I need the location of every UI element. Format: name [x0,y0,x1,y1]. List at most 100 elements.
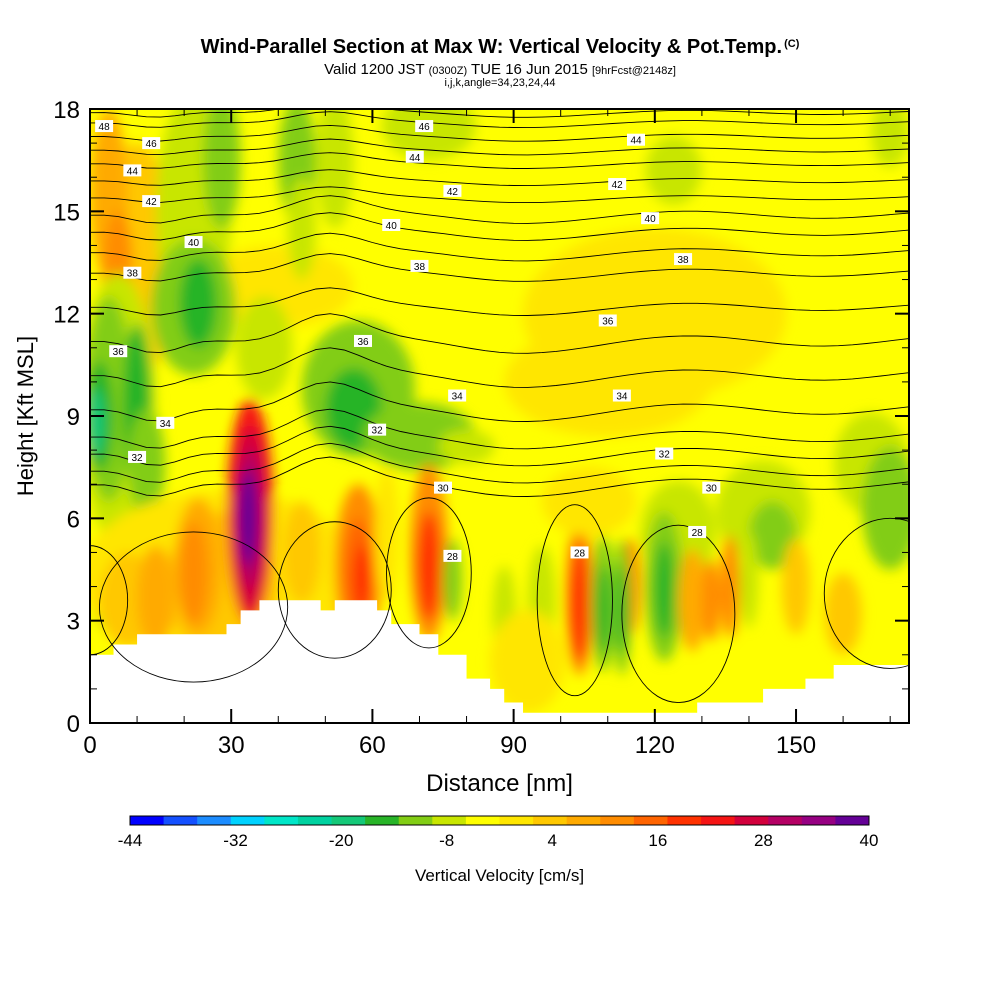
colorbar-swatch [130,816,164,825]
contour-label-box [123,164,142,177]
x-tick-label: 30 [218,732,245,759]
velocity-cell [504,327,712,437]
contour-label-box [109,345,128,358]
contour-label-box [688,525,707,538]
velocity-cell [824,572,862,655]
title-suffix: (C) [784,38,800,50]
colorbar-swatch [465,816,500,825]
y-tick-label: 0 [67,711,80,738]
velocity-cell [202,109,241,229]
velocity-cell [720,535,740,638]
y-tick-label: 18 [53,97,80,124]
contour-label: 40 [645,214,657,225]
colorbar-tick-label: -20 [329,831,354,850]
y-tick-label: 3 [67,609,80,636]
contour-label: 34 [452,392,464,403]
theta-contour-line [823,517,909,669]
velocity-cell [381,109,476,161]
contour-label-box [627,133,645,146]
valid-prefix: Valid 1200 JST [324,61,425,78]
contour-label: 38 [127,269,139,280]
x-tick-label: 120 [635,732,675,759]
theta-contour-line [90,381,909,422]
velocity-cell [137,545,175,648]
contour-label: 44 [630,136,642,147]
contour-label: 36 [357,337,369,348]
theta-contour-line [90,456,909,497]
chart-subtitle: Valid 1200 JST (0300Z) TUE 16 Jun 2015 [… [0,61,1000,78]
contour-label: 46 [419,122,431,133]
colorbar: -44 -32 -20 -8 4 16 28 40 Vertical Velocity [cm/… [118,815,878,885]
velocity-cell [596,566,610,655]
contour-label: 40 [188,238,200,249]
colorbar-swatch [734,816,769,825]
theta-contour-line [90,313,909,354]
theta-contour-line [98,531,289,683]
valid-zulu: (0300Z) [428,65,468,77]
colorbar-swatch [230,816,265,825]
theta-contour-line [90,408,909,450]
x-tick-label: 90 [500,732,527,759]
velocity-cell [438,429,495,464]
velocity-cell [374,467,399,604]
colorbar-tick-label: -32 [223,831,248,850]
contour-label-box [655,447,674,460]
theta-contour-line [90,425,909,467]
velocity-cell [781,538,811,635]
colorbar-swatch [264,816,299,825]
contour-label-box [443,549,462,562]
colorbar-swatch [398,816,433,825]
colorbar-swatch [667,816,702,825]
velocity-cell [179,521,208,625]
colorbar-swatch [768,816,803,825]
theta-contour-line [90,442,909,484]
colorbar-frame [129,815,870,826]
theta-contour-line [90,287,909,316]
terrain [90,600,909,723]
valid-date: TUE 16 Jun 2015 [471,61,588,78]
contour-label: 28 [574,548,586,559]
colorbar-label: Vertical Velocity [cm/s] [415,866,584,885]
theta-contours: 28 28 28 30 30 32 32 32 34 34 34 36 36 36 38 38 38 40 40 40… [90,109,909,703]
contour-label: 28 [692,528,704,539]
contour-label: 34 [160,419,172,430]
contour-label: 46 [146,139,158,150]
velocity-cell [179,259,218,348]
colorbar-tick-label: -44 [118,831,143,850]
theta-contour-line [90,545,129,656]
theta-contour-line [90,152,909,169]
contour-label-box [128,450,147,463]
contour-label-box [608,178,627,191]
colorbar-swatch [331,816,366,825]
colorbar-swatch [600,816,635,825]
colorbar-swatch [365,816,400,825]
velocity-cell [417,511,441,621]
colorbar-swatch [197,816,232,825]
y-tick-label: 12 [53,302,80,329]
colorbar-swatch [533,816,568,825]
velocity-cell [127,409,166,519]
contour-label-box [570,546,589,559]
contour-label-box [156,416,175,429]
colorbar-swatch [566,816,601,825]
colorbar-swatch [499,816,534,825]
theta-contour-line [90,253,909,282]
velocity-cell [871,109,909,167]
y-axis-label: Height [Kft MSL] [13,336,38,496]
contour-label: 30 [437,484,449,495]
velocity-cell [654,542,674,638]
contour-label-box [415,120,434,133]
y-tick-label: 15 [53,199,80,226]
contour-label: 28 [447,552,459,563]
contour-label-box [674,253,693,266]
y-tick-label: 6 [67,506,80,533]
colorbar-swatch [432,816,467,825]
contour-label-box [142,195,161,208]
theta-contour-line [277,521,392,659]
velocity-cell [490,610,566,713]
velocity-cell [90,388,105,457]
theta-contour-line [90,138,909,156]
velocity-cell [739,531,759,628]
